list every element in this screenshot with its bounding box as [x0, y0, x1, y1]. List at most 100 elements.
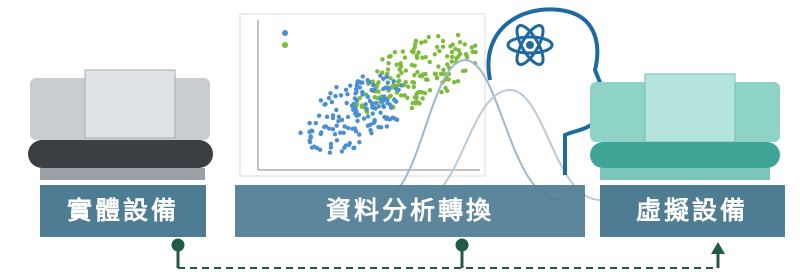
scatter-dot [373, 106, 377, 110]
scatter-dot [384, 117, 388, 121]
scatter-dot [417, 101, 421, 105]
scatter-dot [456, 79, 460, 83]
scatter-dot [425, 78, 429, 82]
scatter-dot [441, 45, 445, 49]
scatter-dot [380, 57, 384, 61]
scatter-dot [353, 106, 357, 110]
scatter-dot [342, 124, 346, 128]
scatter-dot [385, 124, 389, 128]
scatter-dot [458, 40, 462, 44]
scatter-dot [361, 74, 365, 78]
scatter-dot [351, 146, 355, 150]
scatter-dot [393, 50, 397, 54]
scatter-dot [307, 121, 311, 125]
scatter-dot [371, 83, 375, 87]
chiller-panel [645, 74, 735, 142]
scatter-dot [398, 61, 402, 65]
scatter-dot [404, 80, 408, 84]
scatter-dot [433, 52, 437, 56]
scatter-dot [436, 34, 440, 38]
scatter-dot [463, 42, 467, 46]
scatter-dot [450, 50, 454, 54]
scatter-dot [319, 132, 323, 136]
scatter-dot [437, 49, 441, 53]
connector-pin [457, 240, 467, 250]
scatter-dot [402, 93, 406, 97]
scatter-dot [365, 78, 369, 82]
scatter-dot [445, 54, 449, 58]
scatter-dot [406, 85, 410, 89]
scatter-dot [428, 60, 432, 64]
scatter-dot [329, 142, 333, 146]
scatter-dot [345, 92, 349, 96]
scatter-dot [335, 138, 339, 142]
scatter-dot [310, 145, 314, 149]
scatter-dot [355, 83, 359, 87]
scatter-dot [330, 100, 334, 104]
scatter-dot [387, 54, 391, 58]
scatter-dot [456, 55, 460, 59]
scatter-dot [394, 86, 398, 90]
scatter-dot [465, 55, 469, 59]
scatter-dot [386, 81, 390, 85]
scatter-dot [334, 108, 338, 112]
scatter-dot [345, 101, 349, 105]
scatter-dot [366, 95, 370, 99]
scatter-dot [412, 85, 416, 89]
scatter-dot [439, 90, 443, 94]
scatter-dot [363, 102, 367, 106]
scatter-dot [387, 87, 391, 91]
scatter-dot [378, 111, 382, 115]
diagram: 實體設備 資料分析轉換 虛擬設備 [0, 0, 800, 277]
scatter-dot [369, 88, 373, 92]
scatter-dot [412, 63, 416, 67]
scatter-dot [340, 149, 344, 153]
scatter-dot [337, 115, 341, 119]
scatter-dot [435, 45, 439, 49]
scatter-dot [382, 105, 386, 109]
scatter-dot [355, 113, 359, 117]
connector-pin [173, 240, 183, 250]
scatter-dot [414, 39, 418, 43]
scatter-dot [394, 100, 398, 104]
scatter-dot [450, 55, 454, 59]
scatter-dot [423, 55, 427, 59]
arrow-head [711, 242, 725, 254]
scatter-dot [335, 123, 339, 127]
scatter-dot [360, 80, 364, 84]
scatter-dot [298, 131, 302, 135]
scatter-dot [433, 72, 437, 76]
scatter-dot [420, 96, 424, 100]
scatter-dot [415, 70, 419, 74]
virtual-equipment [590, 74, 780, 180]
scatter-dot [360, 92, 364, 96]
scatter-dot [347, 143, 351, 147]
scatter-dot [378, 73, 382, 77]
scatter-dot [376, 125, 380, 129]
page: 實體設備 資料分析轉換 虛擬設備 (() => { const data = J… [0, 0, 800, 277]
scatter-dot [357, 140, 361, 144]
scatter-dot [370, 101, 374, 105]
scatter-dot [420, 74, 424, 78]
scatter-dot [328, 150, 332, 154]
scatter-dot [355, 119, 359, 123]
legend-dot [282, 42, 288, 48]
scatter-dot [341, 131, 345, 135]
scatter-dot [396, 74, 400, 78]
scatter-dot [372, 121, 376, 125]
chiller-tank [28, 140, 213, 168]
scatter-illustration [240, 14, 485, 176]
connector [173, 240, 725, 268]
head-outline [488, 9, 605, 175]
scatter-dot [364, 107, 368, 111]
scatter-dot [325, 115, 329, 119]
scatter-dot [396, 80, 400, 84]
node-label: 虛擬設備 [636, 196, 748, 225]
scatter-dot [395, 62, 399, 66]
scatter-dot [386, 67, 390, 71]
scatter-dot [383, 86, 387, 90]
scatter-dot [368, 128, 372, 132]
scatter-dot [333, 132, 337, 136]
chiller-base [40, 168, 205, 180]
scatter-dot [344, 88, 348, 92]
